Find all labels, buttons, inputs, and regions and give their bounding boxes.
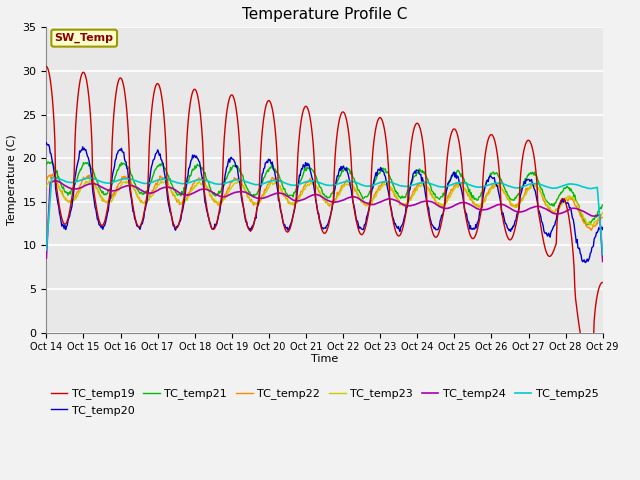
TC_temp23 bbox=[393, 194, 401, 200]
TC_temp22 bbox=[53, 180, 61, 185]
TC_temp24 bbox=[53, 178, 61, 184]
TC_temp21 bbox=[582, 223, 590, 228]
TC_temp20 bbox=[52, 191, 60, 197]
TC_temp19 bbox=[392, 229, 400, 235]
Line: TC_temp21: TC_temp21 bbox=[46, 162, 603, 226]
TC_temp24 bbox=[42, 255, 50, 261]
Y-axis label: Temperature (C): Temperature (C) bbox=[7, 134, 17, 225]
TC_temp20 bbox=[408, 176, 416, 182]
TC_temp19 bbox=[196, 104, 204, 110]
TC_temp24 bbox=[393, 198, 401, 204]
TC_temp19 bbox=[408, 134, 416, 140]
TC_temp25 bbox=[42, 247, 50, 253]
TC_temp22 bbox=[42, 176, 50, 182]
Line: TC_temp19: TC_temp19 bbox=[46, 67, 603, 356]
TC_temp23 bbox=[167, 187, 175, 193]
Line: TC_temp24: TC_temp24 bbox=[46, 181, 603, 262]
TC_temp20 bbox=[166, 209, 174, 215]
TC_temp24 bbox=[111, 188, 118, 193]
Line: TC_temp25: TC_temp25 bbox=[46, 178, 603, 254]
TC_temp22 bbox=[167, 186, 175, 192]
TC_temp24 bbox=[52, 178, 60, 184]
Text: SW_Temp: SW_Temp bbox=[54, 33, 114, 43]
TC_temp21 bbox=[111, 177, 118, 183]
TC_temp25 bbox=[53, 175, 61, 181]
TC_temp21 bbox=[393, 191, 401, 196]
TC_temp21 bbox=[599, 202, 607, 208]
TC_temp23 bbox=[42, 183, 50, 189]
TC_temp23 bbox=[599, 210, 607, 216]
TC_temp20 bbox=[599, 227, 607, 232]
TC_temp21 bbox=[409, 175, 417, 181]
TC_temp25 bbox=[111, 179, 118, 184]
TC_temp20 bbox=[196, 159, 204, 165]
TC_temp25 bbox=[167, 178, 175, 183]
TC_temp22 bbox=[111, 192, 118, 197]
TC_temp20 bbox=[110, 167, 118, 172]
Line: TC_temp20: TC_temp20 bbox=[46, 143, 603, 263]
TC_temp24 bbox=[167, 185, 175, 191]
TC_temp22 bbox=[393, 195, 401, 201]
TC_temp21 bbox=[196, 164, 204, 169]
TC_temp22 bbox=[49, 171, 56, 177]
TC_temp25 bbox=[196, 177, 204, 182]
TC_temp20 bbox=[582, 260, 589, 265]
TC_temp22 bbox=[196, 177, 204, 182]
TC_temp19 bbox=[584, 353, 592, 359]
Legend: TC_temp19, TC_temp20, TC_temp21, TC_temp22, TC_temp23, TC_temp24, TC_temp25: TC_temp19, TC_temp20, TC_temp21, TC_temp… bbox=[46, 384, 603, 420]
Line: TC_temp23: TC_temp23 bbox=[46, 180, 603, 226]
TC_temp21 bbox=[167, 180, 175, 186]
X-axis label: Time: Time bbox=[311, 354, 338, 364]
TC_temp19 bbox=[166, 206, 174, 212]
Title: Temperature Profile C: Temperature Profile C bbox=[242, 7, 407, 22]
TC_temp23 bbox=[111, 193, 118, 199]
TC_temp19 bbox=[599, 279, 607, 285]
TC_temp20 bbox=[392, 223, 400, 229]
TC_temp22 bbox=[599, 215, 607, 220]
TC_temp24 bbox=[196, 187, 204, 192]
TC_temp23 bbox=[52, 182, 60, 188]
TC_temp21 bbox=[42, 161, 50, 167]
TC_temp19 bbox=[110, 114, 118, 120]
TC_temp23 bbox=[409, 192, 417, 198]
TC_temp24 bbox=[409, 203, 417, 208]
TC_temp19 bbox=[52, 183, 60, 189]
TC_temp25 bbox=[393, 181, 401, 187]
TC_temp22 bbox=[588, 228, 595, 233]
TC_temp19 bbox=[42, 64, 50, 70]
TC_temp21 bbox=[53, 168, 61, 174]
TC_temp21 bbox=[48, 159, 56, 165]
TC_temp23 bbox=[86, 177, 93, 182]
TC_temp23 bbox=[589, 223, 596, 228]
TC_temp20 bbox=[42, 140, 50, 145]
TC_temp25 bbox=[599, 252, 607, 257]
TC_temp23 bbox=[196, 181, 204, 187]
TC_temp25 bbox=[409, 182, 417, 188]
TC_temp22 bbox=[409, 189, 417, 194]
Line: TC_temp22: TC_temp22 bbox=[46, 174, 603, 230]
TC_temp25 bbox=[49, 175, 57, 180]
TC_temp24 bbox=[599, 259, 607, 264]
